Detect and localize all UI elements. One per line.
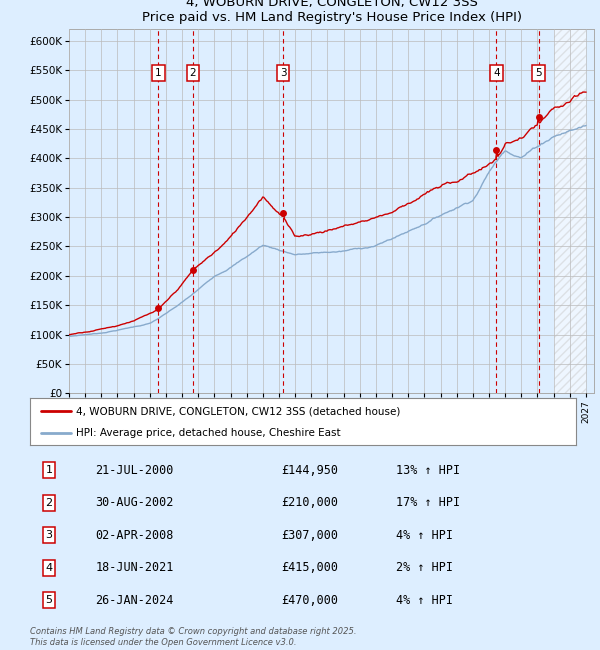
Text: 2: 2 xyxy=(190,68,196,78)
Text: 18-JUN-2021: 18-JUN-2021 xyxy=(95,562,174,575)
Text: 1: 1 xyxy=(46,465,53,475)
Text: £210,000: £210,000 xyxy=(281,497,338,510)
Text: 02-APR-2008: 02-APR-2008 xyxy=(95,529,174,542)
Text: £144,950: £144,950 xyxy=(281,464,338,477)
Text: 1: 1 xyxy=(155,68,162,78)
Text: £415,000: £415,000 xyxy=(281,562,338,575)
Text: 4: 4 xyxy=(46,563,53,573)
Text: Contains HM Land Registry data © Crown copyright and database right 2025.
This d: Contains HM Land Registry data © Crown c… xyxy=(30,627,356,647)
Text: 4% ↑ HPI: 4% ↑ HPI xyxy=(396,594,453,607)
Title: 4, WOBURN DRIVE, CONGLETON, CW12 3SS
Price paid vs. HM Land Registry's House Pri: 4, WOBURN DRIVE, CONGLETON, CW12 3SS Pri… xyxy=(142,0,521,24)
Text: £307,000: £307,000 xyxy=(281,529,338,542)
Text: 4: 4 xyxy=(493,68,500,78)
Text: HPI: Average price, detached house, Cheshire East: HPI: Average price, detached house, Ches… xyxy=(76,428,341,437)
Text: 26-JAN-2024: 26-JAN-2024 xyxy=(95,594,174,607)
Text: 2: 2 xyxy=(46,498,53,508)
Text: 5: 5 xyxy=(46,595,53,605)
Text: 4% ↑ HPI: 4% ↑ HPI xyxy=(396,529,453,542)
Text: 30-AUG-2002: 30-AUG-2002 xyxy=(95,497,174,510)
Text: 13% ↑ HPI: 13% ↑ HPI xyxy=(396,464,460,477)
Text: 5: 5 xyxy=(535,68,542,78)
Text: 17% ↑ HPI: 17% ↑ HPI xyxy=(396,497,460,510)
Text: 3: 3 xyxy=(280,68,286,78)
Text: £470,000: £470,000 xyxy=(281,594,338,607)
Text: 3: 3 xyxy=(46,530,53,540)
Text: 4, WOBURN DRIVE, CONGLETON, CW12 3SS (detached house): 4, WOBURN DRIVE, CONGLETON, CW12 3SS (de… xyxy=(76,406,401,416)
Text: 2% ↑ HPI: 2% ↑ HPI xyxy=(396,562,453,575)
Text: 21-JUL-2000: 21-JUL-2000 xyxy=(95,464,174,477)
